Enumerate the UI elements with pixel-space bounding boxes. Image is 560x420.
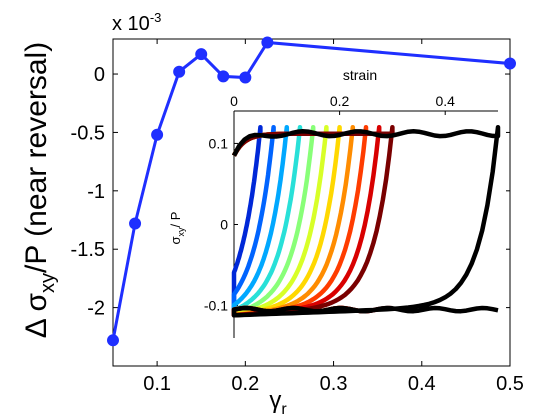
inset-ytick-label: 0.1 bbox=[209, 135, 229, 151]
scale-note: x 10-3 bbox=[112, 10, 161, 35]
inset-ylabel: σxy/ P bbox=[168, 212, 186, 245]
main-ytick-label: 0 bbox=[94, 64, 105, 86]
main-xtick-label: 0.5 bbox=[496, 373, 524, 395]
main-xtick-label: 0.2 bbox=[231, 373, 259, 395]
main-data-point bbox=[151, 128, 164, 141]
main-data-point bbox=[217, 70, 230, 83]
main-ytick-label: -1 bbox=[87, 181, 105, 203]
main-ylabel: Δ σxy/P (near reversal) bbox=[20, 42, 59, 338]
main-ytick-label: -2 bbox=[87, 298, 105, 320]
main-data-point bbox=[239, 71, 252, 84]
main-data-point bbox=[107, 334, 119, 347]
main-data-point bbox=[129, 217, 142, 230]
inset-series-curve bbox=[231, 124, 501, 318]
main-xtick-label: 0.4 bbox=[408, 373, 436, 395]
main-xlabel: γr bbox=[269, 387, 287, 418]
inset-ytick-label: -0.1 bbox=[204, 298, 228, 314]
main-xtick-label: 0.3 bbox=[320, 373, 348, 395]
main-data-point bbox=[195, 48, 208, 61]
main-data-point bbox=[504, 57, 516, 70]
inset-xtick-label: 0.2 bbox=[330, 93, 350, 109]
inset-ytick-label: 0 bbox=[220, 217, 228, 233]
inset-xtick-label: 0 bbox=[230, 93, 238, 109]
inset-axes: 0 0.2 0.4 -0.1 0 0.1 bbox=[174, 91, 506, 348]
main-xtick-label: 0.1 bbox=[143, 373, 171, 395]
main-data-point bbox=[173, 65, 186, 78]
inset-xtick-label: 0.4 bbox=[435, 93, 455, 109]
inset-title: strain bbox=[343, 67, 377, 83]
main-ytick-label: -1.5 bbox=[71, 239, 105, 261]
main-data-point bbox=[261, 36, 274, 49]
main-ytick-label: -0.5 bbox=[71, 122, 105, 144]
